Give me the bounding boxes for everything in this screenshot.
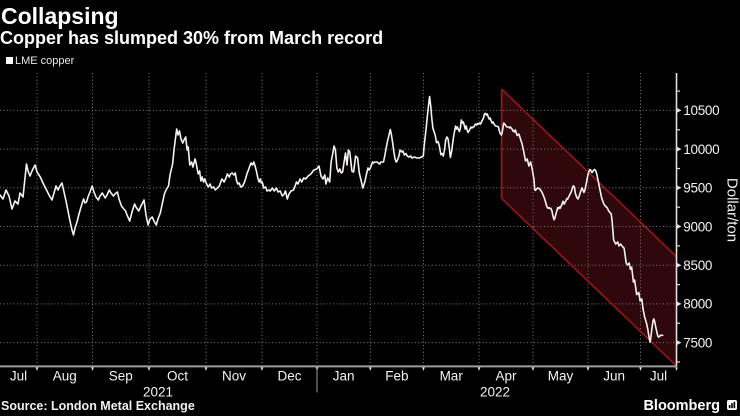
svg-text:9000: 9000	[683, 219, 712, 234]
svg-text:Oct: Oct	[167, 369, 188, 384]
svg-text:9500: 9500	[683, 181, 712, 196]
svg-text:8500: 8500	[683, 258, 712, 273]
svg-text:Nov: Nov	[222, 369, 246, 384]
svg-text:Jan: Jan	[333, 369, 355, 384]
svg-text:Dec: Dec	[277, 369, 301, 384]
svg-text:10000: 10000	[683, 142, 719, 157]
svg-text:8000: 8000	[683, 297, 712, 312]
svg-text:7500: 7500	[683, 335, 712, 350]
svg-text:Aug: Aug	[53, 369, 77, 384]
svg-text:May: May	[548, 369, 574, 384]
svg-text:2021: 2021	[143, 385, 173, 400]
svg-text:Mar: Mar	[440, 369, 464, 384]
svg-text:Dollar/ton: Dollar/ton	[724, 178, 740, 242]
svg-text:Jul: Jul	[10, 369, 27, 384]
svg-text:10500: 10500	[683, 103, 719, 118]
svg-text:Sep: Sep	[109, 369, 133, 384]
svg-text:2022: 2022	[480, 385, 510, 400]
svg-text:Jul: Jul	[650, 369, 667, 384]
svg-text:Jun: Jun	[603, 369, 625, 384]
svg-text:Feb: Feb	[385, 369, 408, 384]
svg-text:Apr: Apr	[495, 369, 517, 384]
